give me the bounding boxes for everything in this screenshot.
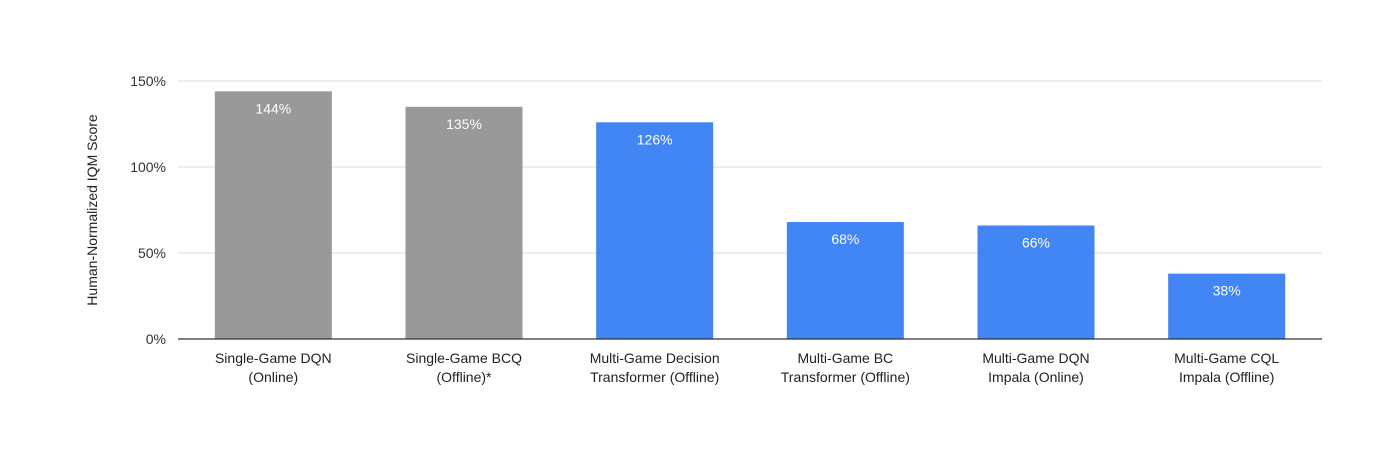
x-tick-label: Impala (Online) [988, 369, 1084, 385]
x-tick-label: Multi-Game BC [797, 350, 893, 366]
bar-1 [214, 91, 332, 339]
y-tick-label: 150% [130, 73, 166, 89]
y-tick-label: 100% [130, 159, 166, 175]
bar-6 [1168, 273, 1286, 339]
x-tick-label: Single-Game BCQ [406, 350, 522, 366]
x-tick-label: Single-Game DQN [215, 350, 332, 366]
x-tick-label: Transformer (Offline) [590, 369, 719, 385]
x-tick-label: (Offline)* [437, 369, 493, 385]
x-axis-ticks: Single-Game DQN (Online) Single-Game BCQ (O… [215, 350, 1279, 385]
data-label: 66% [1022, 234, 1050, 250]
y-tick-label: 50% [138, 245, 166, 261]
bar-3 [596, 122, 714, 339]
y-axis-title: Human-Normalized IQM Score [84, 114, 100, 306]
data-label: 144% [255, 100, 291, 116]
y-axis-ticks: 0% 50% 100% 150% [130, 73, 166, 347]
bar-5 [977, 225, 1095, 339]
x-tick-label: Impala (Offline) [1179, 369, 1274, 385]
bar-2 [405, 106, 523, 339]
bars [214, 91, 1286, 339]
data-label: 126% [637, 131, 673, 147]
x-tick-label: Multi-Game CQL [1174, 350, 1279, 366]
gridlines [178, 80, 1322, 254]
x-tick-label: Transformer (Offline) [781, 369, 910, 385]
x-tick-label: (Online) [248, 369, 298, 385]
data-label: 135% [446, 116, 482, 132]
data-labels: 144% 135% 126% 68% 66% 38% [255, 100, 1240, 298]
bar-4 [786, 222, 904, 339]
data-label: 68% [831, 231, 859, 247]
x-tick-label: Multi-Game DQN [982, 350, 1089, 366]
data-label: 38% [1213, 283, 1241, 299]
y-tick-label: 0% [146, 331, 166, 347]
x-tick-label: Multi-Game Decision [590, 350, 720, 366]
